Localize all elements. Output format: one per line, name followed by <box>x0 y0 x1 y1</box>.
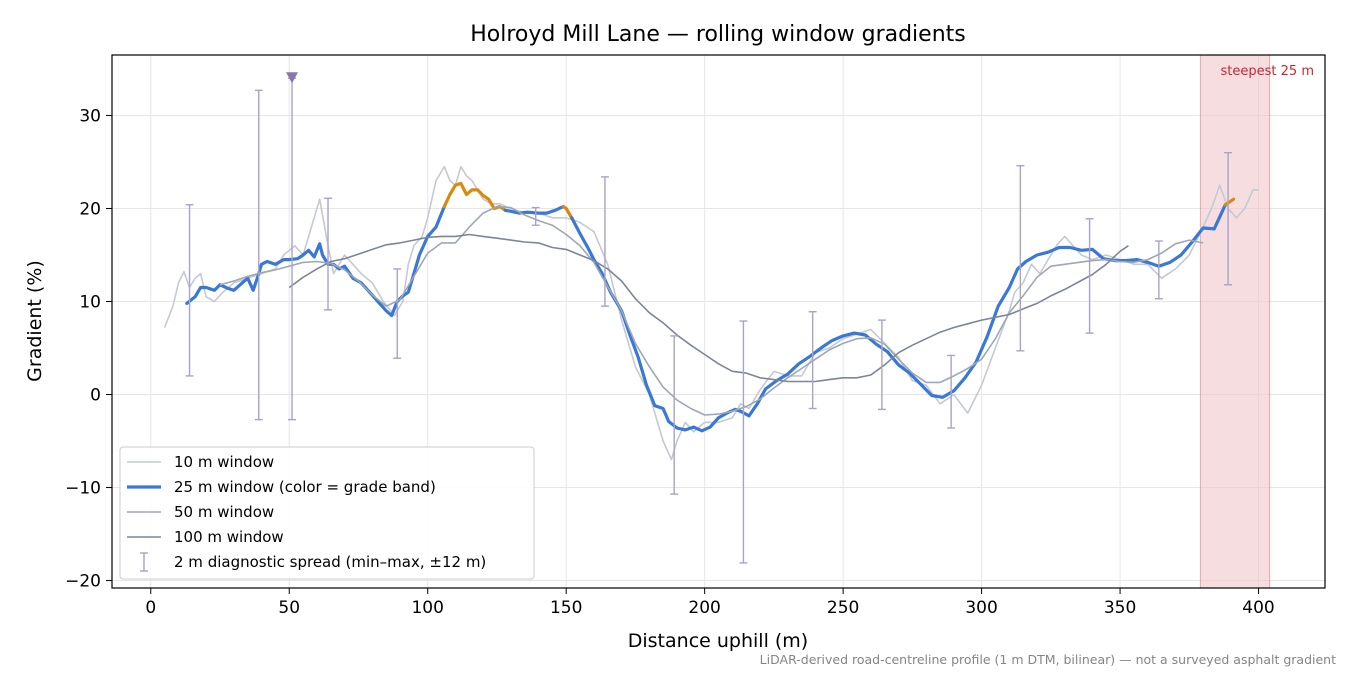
y-tick-label: −10 <box>65 479 101 499</box>
x-tick-label: 0 <box>145 598 156 618</box>
errorbar <box>254 89 263 421</box>
x-axis-ticks: 0 50 100 150 200 250 300 350 400 <box>145 588 1275 618</box>
y-tick-label: 0 <box>90 386 101 406</box>
errorbar <box>1154 240 1163 300</box>
x-tick-label: 200 <box>688 598 720 618</box>
series-w50-line <box>219 205 1204 416</box>
series-layer <box>163 165 1259 461</box>
x-tick-label: 100 <box>411 598 443 618</box>
errorbar <box>1224 151 1233 286</box>
errorbar <box>739 320 748 564</box>
x-tick-label: 400 <box>1242 598 1274 618</box>
legend: 10 m window 25 m window (color = grade b… <box>119 446 535 580</box>
legend-label-errorbar: 2 m diagnostic spread (min–max, ±12 m) <box>174 553 486 571</box>
legend-label-w10: 10 m window <box>174 453 274 471</box>
errorbar <box>947 354 956 429</box>
series-w25-segment <box>570 203 1227 433</box>
series-w100-line <box>288 233 1129 383</box>
chart-title: Holroyd Mill Lane — rolling window gradi… <box>470 22 965 47</box>
y-tick-label: −20 <box>65 572 101 592</box>
legend-swatch-errorbar <box>140 552 148 572</box>
legend-label-w50: 50 m window <box>174 503 274 521</box>
errorbar <box>1085 218 1094 334</box>
steepest-label: steepest 25 m <box>1221 64 1314 79</box>
series-w25-steep-segment <box>1223 197 1236 207</box>
marker-layer <box>286 72 299 84</box>
errorbar <box>324 197 333 311</box>
steepest-band <box>1200 55 1270 588</box>
errorbar <box>808 311 817 410</box>
x-tick-label: 300 <box>965 598 997 618</box>
legend-label-w25: 25 m window (color = grade band) <box>174 478 436 496</box>
errorbar <box>185 204 194 377</box>
x-tick-label: 50 <box>278 598 300 618</box>
errorbar <box>1016 164 1025 352</box>
y-tick-label: 10 <box>79 293 101 313</box>
errorbar <box>600 176 609 307</box>
x-tick-label: 350 <box>1104 598 1136 618</box>
y-tick-label: 20 <box>79 199 101 219</box>
x-tick-label: 150 <box>550 598 582 618</box>
y-tick-label: 30 <box>79 106 101 126</box>
x-tick-label: 250 <box>827 598 859 618</box>
errorbar-layer <box>185 77 1233 564</box>
plot-frame <box>111 54 1326 589</box>
legend-box <box>119 446 535 580</box>
peak-marker <box>286 72 299 84</box>
series-w25-segment <box>503 205 565 215</box>
errorbar <box>531 206 540 226</box>
footnote: LiDAR-derived road-centreline profile (1… <box>760 652 1336 667</box>
y-axis-label: Gradient (%) <box>24 260 46 382</box>
errorbar <box>877 319 886 411</box>
x-axis-label: Distance uphill (m) <box>628 630 808 652</box>
series-w25-steep-segment <box>561 205 574 220</box>
legend-label-w100: 100 m window <box>174 528 284 546</box>
errorbar <box>670 335 679 495</box>
steepest-highlight <box>1199 55 1271 588</box>
y-axis-ticks: −20 −10 0 10 20 30 <box>65 106 112 592</box>
errorbar <box>393 268 402 359</box>
